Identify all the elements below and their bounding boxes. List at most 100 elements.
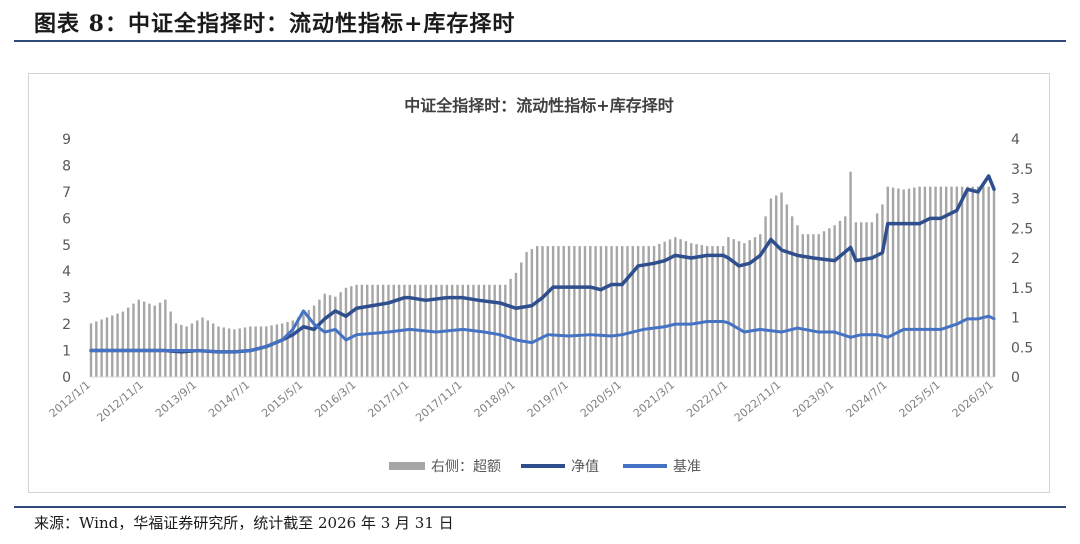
right-tick-label: 0 (1011, 370, 1020, 386)
excess-bar (525, 252, 528, 377)
excess-bar (137, 299, 141, 377)
excess-bar (376, 284, 380, 377)
excess-bar (116, 313, 119, 377)
left-axis-ticks: 0 1 2 3 4 5 6 7 8 9 (62, 132, 71, 386)
excess-bar (759, 234, 762, 377)
x-tick-label: 2017/11/1 (413, 378, 465, 424)
chart-svg: 中证全指择时：流动性指标+库存择时 0 1 2 3 4 5 6 7 8 9 0 0.5 1 1.5 2 2.… (47, 96, 1034, 475)
excess-bar (700, 245, 704, 377)
excess-bar (631, 246, 634, 377)
excess-bar (844, 216, 847, 377)
excess-bar (891, 187, 895, 377)
excess-bar (955, 186, 959, 377)
excess-bar (897, 188, 900, 377)
excess-bar (796, 225, 799, 377)
excess-bar (164, 299, 167, 377)
right-tick-label: 2 (1011, 251, 1020, 267)
x-tick-label: 2020/5/1 (578, 378, 624, 420)
excess-bar (270, 325, 273, 377)
excess-bar (557, 246, 560, 377)
source-note: 来源：Wind，华福证券研究所，统计截至 2026 年 3 月 31 日 (34, 514, 454, 532)
excess-bar (785, 204, 789, 377)
x-tick-label: 2022/1/1 (684, 378, 730, 420)
series-lines (89, 174, 996, 354)
excess-bar (142, 301, 146, 377)
excess-bar (105, 317, 109, 377)
excess-bar (323, 293, 326, 377)
right-tick-label: 2.5 (1011, 221, 1033, 237)
excess-bar (541, 246, 544, 377)
excess-bar (790, 216, 794, 377)
excess-bar (849, 171, 852, 377)
excess-bar (860, 222, 863, 377)
right-tick-label: 3.5 (1011, 162, 1033, 178)
excess-bar (833, 225, 836, 377)
excess-bar (509, 278, 512, 377)
legend: 右侧：超额 净值 基准 (389, 458, 701, 475)
excess-bar (504, 284, 507, 377)
legend-label-excess: 右侧：超额 (431, 459, 501, 475)
excess-bar (812, 234, 815, 377)
excess-bar (663, 241, 666, 377)
excess-bar (658, 243, 661, 377)
excess-bar (870, 222, 874, 377)
right-tick-label: 1.5 (1011, 281, 1033, 297)
excess-bar (944, 186, 948, 377)
excess-bar (546, 246, 550, 377)
excess-bar (578, 246, 581, 377)
excess-bar (886, 186, 889, 377)
excess-bar (705, 246, 709, 377)
chart-title: 中证全指择时：流动性指标+库存择时 (404, 96, 673, 115)
excess-bar (605, 246, 608, 377)
excess-bar (360, 284, 364, 377)
excess-bar (514, 272, 518, 378)
excess-bar (636, 246, 640, 377)
excess-bar (939, 186, 943, 377)
excess-bar (652, 246, 656, 377)
excess-bars (89, 171, 996, 378)
excess-bar (737, 241, 741, 377)
excess-bar (684, 241, 688, 377)
excess-bar (854, 222, 858, 377)
excess-bar (976, 186, 980, 377)
figure-title: 图表 8：中证全指择时：流动性指标+库存择时 (34, 11, 516, 37)
excess-bar (126, 307, 130, 377)
excess-bar (318, 299, 321, 377)
excess-bar (286, 321, 289, 377)
x-axis-ticks: 2012/1/1 2012/11/1 2013/9/1 2014/7/1 2015/5/… (47, 378, 996, 424)
excess-bar (822, 231, 826, 377)
right-tick-label: 4 (1011, 132, 1020, 148)
excess-bar (769, 198, 773, 377)
excess-bar (599, 246, 603, 377)
excess-bar (132, 303, 135, 377)
excess-bar (254, 326, 257, 377)
excess-bar (865, 222, 868, 377)
excess-bar (111, 315, 114, 377)
excess-bar (960, 186, 964, 377)
left-tick-label: 9 (62, 132, 71, 148)
excess-bar (121, 311, 125, 377)
left-tick-label: 0 (62, 370, 71, 386)
excess-bar (562, 246, 565, 377)
excess-bar (695, 244, 698, 377)
excess-bar (966, 186, 969, 377)
excess-bar (992, 186, 996, 377)
excess-bar (987, 186, 990, 377)
left-tick-label: 2 (62, 317, 71, 333)
excess-bar (589, 246, 592, 377)
excess-bar (158, 302, 162, 378)
excess-bar (100, 319, 103, 377)
legend-label-net-value: 净值 (571, 459, 599, 475)
excess-bar (148, 303, 151, 377)
x-tick-label: 2017/1/1 (365, 378, 411, 420)
x-tick-label: 2016/3/1 (312, 378, 358, 420)
x-tick-label: 2014/7/1 (206, 378, 252, 420)
excess-bar (535, 246, 539, 377)
left-tick-label: 4 (62, 264, 71, 280)
excess-bar (312, 305, 316, 377)
right-tick-label: 1 (1011, 311, 1020, 327)
top-rule (14, 40, 1066, 42)
excess-bar (583, 246, 587, 377)
x-tick-label: 2021/3/1 (631, 378, 677, 420)
excess-bar (668, 239, 672, 377)
